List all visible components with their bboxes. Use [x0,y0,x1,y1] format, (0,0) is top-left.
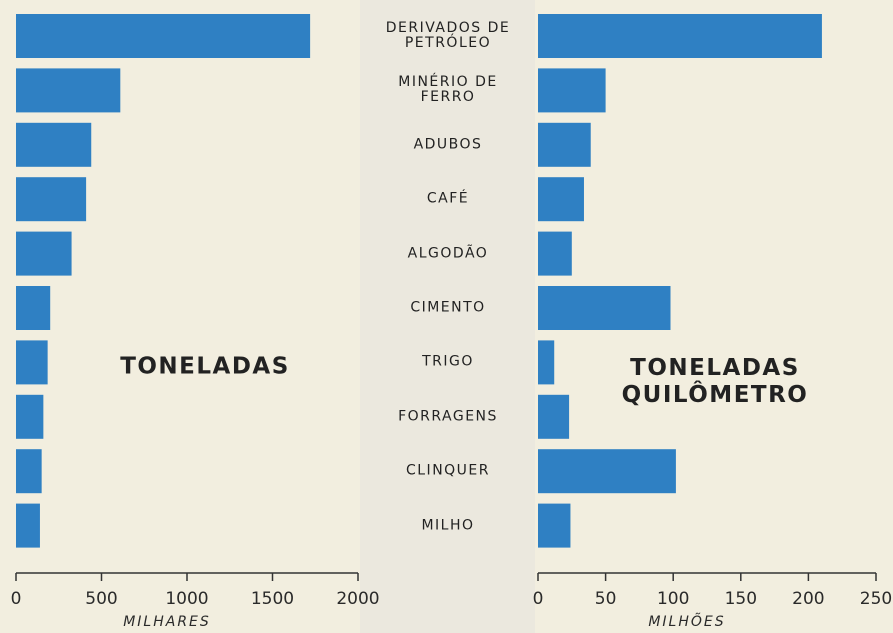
category-label: TRIGO [422,353,474,370]
x-tick-label: 1500 [251,589,294,609]
bar [538,449,676,494]
bar [16,394,44,439]
x-tick-label: 2000 [336,589,379,609]
bar [16,503,40,548]
bar [16,231,72,276]
x-tick-label: 500 [85,589,117,609]
bar [538,394,570,439]
bar [538,231,572,276]
category-label: CIMENTO [410,299,486,316]
bar [16,286,51,330]
x-tick-label: 0 [533,589,544,609]
category-label: ADUBOS [413,136,483,153]
bar [538,503,571,548]
bar [538,68,606,113]
category-label: CAFÉ [426,190,470,207]
bar [16,340,48,385]
bar [16,122,92,167]
x-tick-label: 1000 [165,589,208,609]
bar [538,122,591,167]
annotation: TONELADAS QUILÔMETRO [621,355,809,408]
x-tick-label: 50 [595,589,617,609]
bar [16,14,311,58]
annotation: TONELADAS [120,353,290,380]
bar [538,14,822,58]
bar [16,177,87,222]
bar [538,340,555,385]
bar [538,286,671,330]
bar [538,177,584,222]
category-label: ALGODÃO [407,245,489,262]
x-tick-label: 0 [11,589,22,609]
category-label: MILHO [421,517,475,534]
bar [16,449,42,494]
x-tick-label: 100 [657,589,689,609]
center-column [360,0,535,633]
bar [16,68,121,113]
x-tick-label: 150 [725,589,757,609]
category-label: CLINQUER [405,462,491,479]
x-axis-title: MILHÕES [648,613,725,630]
category-label: DERIVADOS DE PETRÓLEO [385,20,511,51]
x-tick-label: 200 [792,589,824,609]
x-tick-label: 250 [860,589,892,609]
x-axis-title: MILHARES [123,614,211,630]
category-label: FORRAGENS [398,408,498,425]
category-label: MINÉRIO DE FERRO [398,74,498,106]
